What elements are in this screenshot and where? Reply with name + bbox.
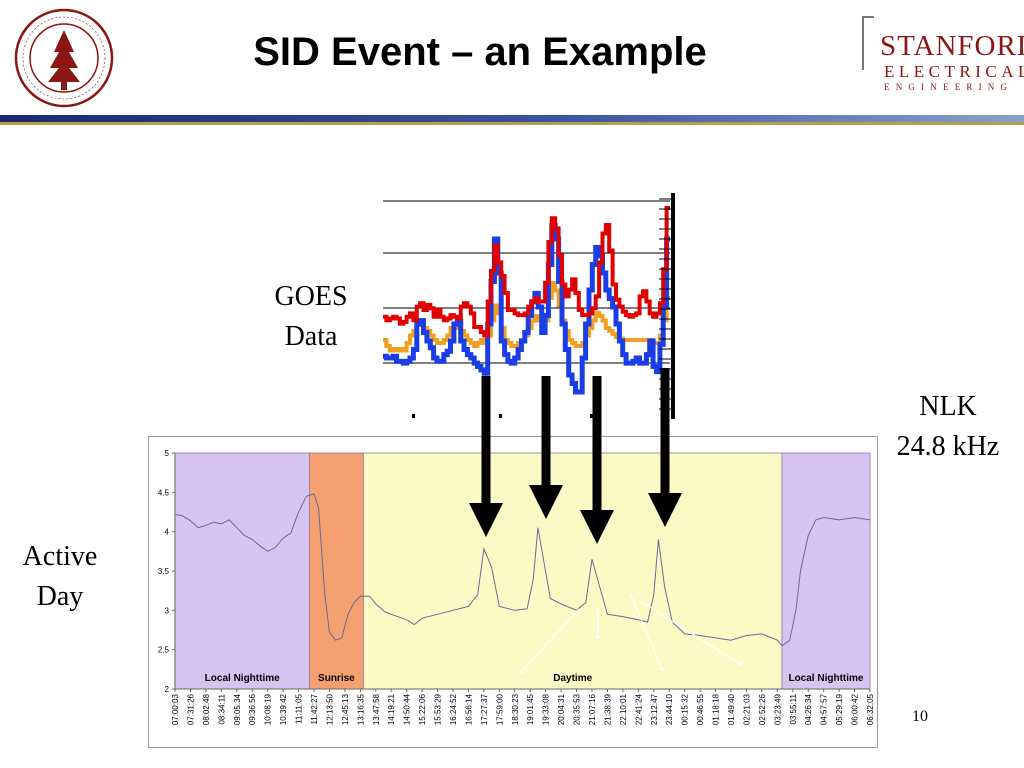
sid-region-label: Local Nighttime <box>788 673 863 684</box>
sid-xtick-label: 08:34:11 <box>217 693 226 724</box>
sid-xtick-label: 19:01:45 <box>526 693 535 725</box>
sid-xtick-label: 07:00:03 <box>171 693 180 725</box>
sid-xtick-label: 14:50:44 <box>403 693 412 725</box>
active-label-line-2: Day <box>36 581 84 612</box>
sid-xtick-label: 02:52:26 <box>758 693 767 725</box>
sid-xtick-label: 16:24:52 <box>449 693 458 725</box>
sid-chart: Local Nighttime Sunrise Daytime Local Night… <box>148 436 878 748</box>
sid-region <box>781 452 871 690</box>
sid-xtick-label: 01:18:18 <box>712 693 721 725</box>
sid-xtick-label: 12:13:50 <box>325 693 334 725</box>
sid-xtick-label: 22:41:24 <box>634 693 643 725</box>
sid-ytick-label: 3 <box>165 606 170 615</box>
sid-ytick-label: 2.5 <box>158 646 170 655</box>
sid-xtick-label: 04:26:34 <box>804 693 813 725</box>
goes-label-line-2: Data <box>284 321 338 352</box>
logo-line-1: STANFORD <box>880 30 1024 62</box>
sid-xtick-label: 21:38:39 <box>603 693 612 725</box>
stanford-ee-logo: STANFORD ELECTRICAL ENGINEERING <box>862 16 1024 98</box>
sid-xtick-label: 14:19:21 <box>387 693 396 725</box>
sid-xtick-label: 15:53:29 <box>434 693 443 725</box>
nlk-label: NLK 24.8 kHz <box>878 387 1018 467</box>
active-label-line-1: Active <box>22 541 98 572</box>
sid-xtick-label: 08:02:48 <box>202 693 211 725</box>
sid-xtick-label: 18:30:23 <box>511 693 520 725</box>
sid-xtick-label: 03:23:49 <box>773 693 782 725</box>
sid-xtick-label: 23:44:10 <box>665 693 674 725</box>
sid-xtick-label: 12:45:13 <box>341 693 350 725</box>
sid-xtick-label: 04:57:57 <box>820 693 829 725</box>
sid-xtick-label: 20:35:53 <box>573 693 582 725</box>
stanford-seal-icon <box>14 8 114 108</box>
sid-xtick-label: 13:47:58 <box>372 693 381 725</box>
goes-bottom-tick <box>412 414 415 418</box>
sid-xtick-label: 03:55:11 <box>789 693 798 724</box>
sid-xtick-label: 01:49:40 <box>727 693 736 725</box>
sid-xtick-label: 22:10:01 <box>619 693 628 725</box>
sid-white-arrowhead <box>519 670 523 674</box>
sid-white-arrow <box>520 608 580 673</box>
logo-line-3: ENGINEERING <box>884 82 1014 92</box>
sid-white-arrowhead <box>738 662 742 666</box>
sid-xtick-label: 00:46:55 <box>696 693 705 725</box>
sid-xtick-label: 23:12:47 <box>650 693 659 725</box>
active-day-label: Active Day <box>2 537 118 617</box>
goes-bottom-tick <box>590 414 593 418</box>
sid-xtick-label: 17:27:37 <box>480 693 489 725</box>
slide-number: 10 <box>912 708 928 725</box>
header-rule <box>0 115 1024 122</box>
sid-region-label: Local Nighttime <box>205 673 280 684</box>
sid-ytick-label: 4.5 <box>158 488 170 497</box>
goes-data-label: GOES Data <box>255 277 367 357</box>
sid-xtick-label: 11:42:27 <box>310 693 319 724</box>
goes-series-red <box>383 206 670 338</box>
sid-xtick-label: 07:31:26 <box>186 693 195 725</box>
sid-white-arrowhead <box>660 667 664 671</box>
logo-corner-bracket <box>862 16 874 70</box>
sid-xtick-label: 16:56:14 <box>464 693 473 725</box>
sid-xtick-label: 11:11:05 <box>295 693 304 724</box>
sid-signal-line <box>174 493 871 647</box>
sid-region <box>363 452 783 690</box>
sid-xtick-label: 02:21:03 <box>742 693 751 725</box>
slide-title: SID Event – an Example <box>253 30 707 74</box>
sid-ytick-label: 4 <box>165 528 170 537</box>
sid-white-arrowhead <box>596 635 600 639</box>
nlk-label-line-1: NLK <box>919 391 977 422</box>
sid-xtick-label: 15:22:06 <box>418 693 427 725</box>
sid-xtick-label: 06:00:42 <box>851 693 860 725</box>
sid-region-label: Daytime <box>553 673 592 684</box>
header-rule-accent <box>0 122 1024 125</box>
sid-xtick-label: 09:05:34 <box>233 693 242 725</box>
goes-right-axis <box>671 193 675 419</box>
sid-white-arrow <box>629 592 663 670</box>
sid-ytick-label: 5 <box>165 449 170 458</box>
sid-xtick-label: 21:07:16 <box>588 693 597 725</box>
sid-xtick-label: 10:39:42 <box>279 693 288 725</box>
nlk-label-line-2: 24.8 kHz <box>896 431 1000 462</box>
sid-xtick-label: 19:33:08 <box>542 693 551 725</box>
sid-xtick-label: 05:29:19 <box>835 693 844 725</box>
goes-bottom-tick <box>499 414 502 418</box>
sid-xtick-label: 20:04:31 <box>557 693 566 725</box>
sid-ytick-label: 3.5 <box>158 567 170 576</box>
sid-region-label: Sunrise <box>318 673 355 684</box>
goes-label-line-1: GOES <box>274 281 348 312</box>
sid-xtick-label: 09:36:56 <box>248 693 257 725</box>
goes-chart <box>383 193 675 419</box>
sid-white-arrow <box>639 600 741 665</box>
logo-line-2: ELECTRICAL <box>884 62 1024 81</box>
goes-series-blue <box>383 222 670 395</box>
sid-region <box>308 452 364 690</box>
sid-xtick-label: 17:59:00 <box>495 693 504 725</box>
sid-region <box>174 452 310 690</box>
sid-ytick-label: 2 <box>165 685 170 694</box>
sid-xtick-label: 00:15:32 <box>681 693 690 725</box>
sid-xtick-label: 10:08:19 <box>264 693 273 725</box>
sid-xtick-label: 06:32:05 <box>866 693 875 725</box>
sid-xtick-label: 13:16:35 <box>356 693 365 725</box>
